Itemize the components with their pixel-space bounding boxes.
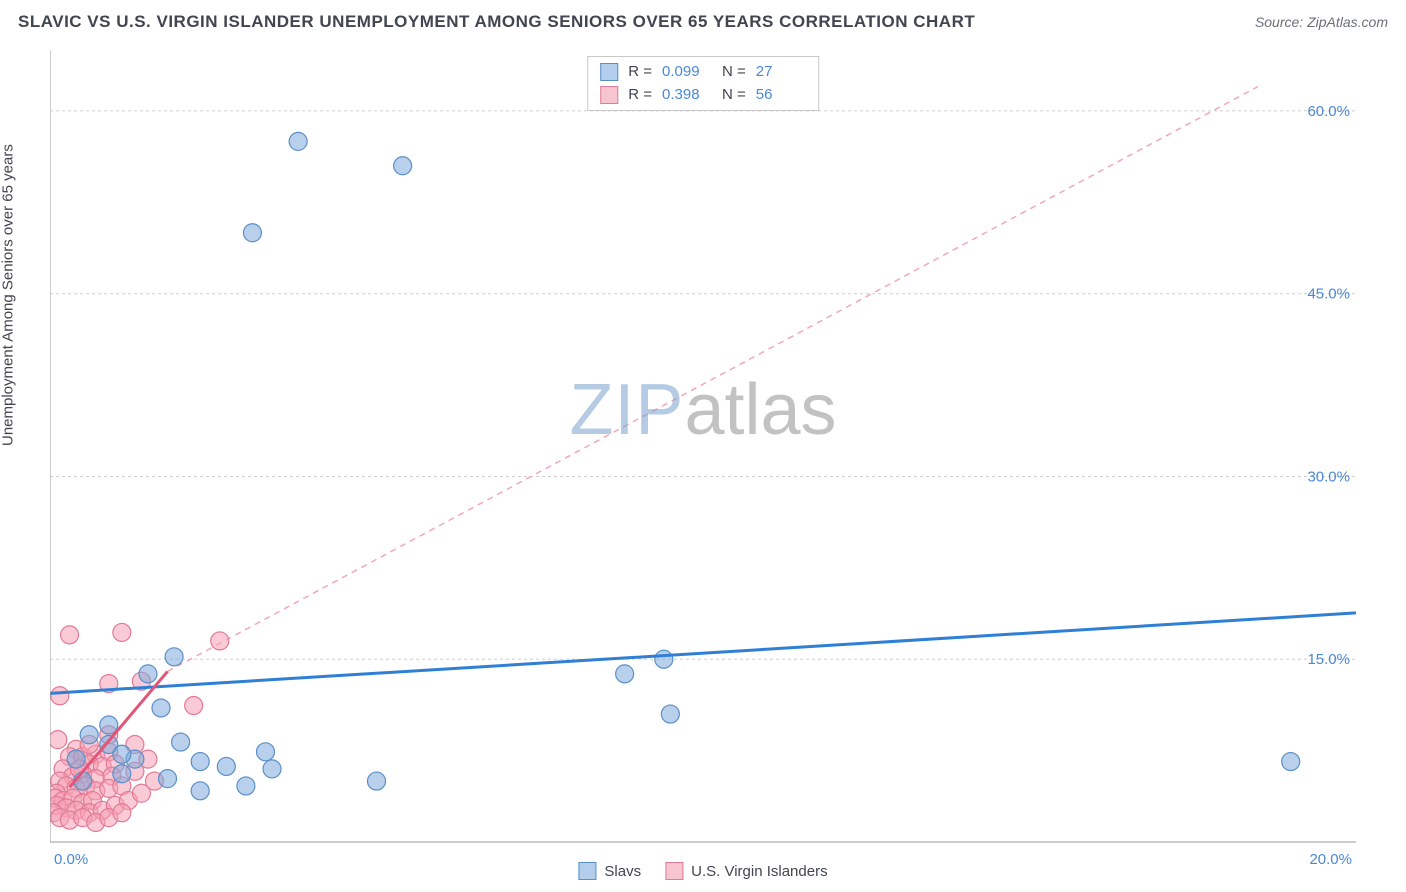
- legend-swatch-icon: [665, 862, 683, 880]
- n-value: 27: [756, 61, 806, 84]
- r-value: 0.099: [662, 61, 712, 84]
- r-value: 0.398: [662, 84, 712, 107]
- legend-label: U.S. Virgin Islanders: [691, 863, 827, 880]
- stats-row: R = 0.099 N = 27: [600, 61, 806, 84]
- legend-label: Slavs: [604, 863, 641, 880]
- svg-text:20.0%: 20.0%: [1309, 851, 1352, 868]
- n-label: N =: [722, 61, 746, 84]
- r-label: R =: [628, 84, 652, 107]
- scatter-chart: 15.0% 30.0% 45.0% 60.0% 0.0% 20.0%: [50, 50, 1356, 872]
- svg-text:30.0%: 30.0%: [1307, 468, 1350, 485]
- r-label: R =: [628, 61, 652, 84]
- n-value: 56: [756, 84, 806, 107]
- legend-item: Slavs: [578, 862, 641, 880]
- series-legend: Slavs U.S. Virgin Islanders: [578, 862, 827, 880]
- stats-row: R = 0.398 N = 56: [600, 84, 806, 107]
- svg-text:45.0%: 45.0%: [1307, 286, 1350, 303]
- legend-swatch-icon: [578, 862, 596, 880]
- chart-title: SLAVIC VS U.S. VIRGIN ISLANDER UNEMPLOYM…: [18, 12, 975, 32]
- stats-legend: R = 0.099 N = 27 R = 0.398 N = 56: [587, 56, 819, 111]
- legend-swatch-icon: [600, 86, 618, 104]
- y-axis-label: Unemployment Among Seniors over 65 years: [0, 144, 17, 446]
- chart-header: SLAVIC VS U.S. VIRGIN ISLANDER UNEMPLOYM…: [0, 0, 1406, 44]
- legend-item: U.S. Virgin Islanders: [665, 862, 827, 880]
- svg-text:60.0%: 60.0%: [1307, 103, 1350, 120]
- n-label: N =: [722, 84, 746, 107]
- svg-text:15.0%: 15.0%: [1307, 651, 1350, 668]
- source-label: Source: ZipAtlas.com: [1255, 14, 1388, 30]
- legend-swatch-icon: [600, 63, 618, 81]
- svg-text:0.0%: 0.0%: [54, 851, 88, 868]
